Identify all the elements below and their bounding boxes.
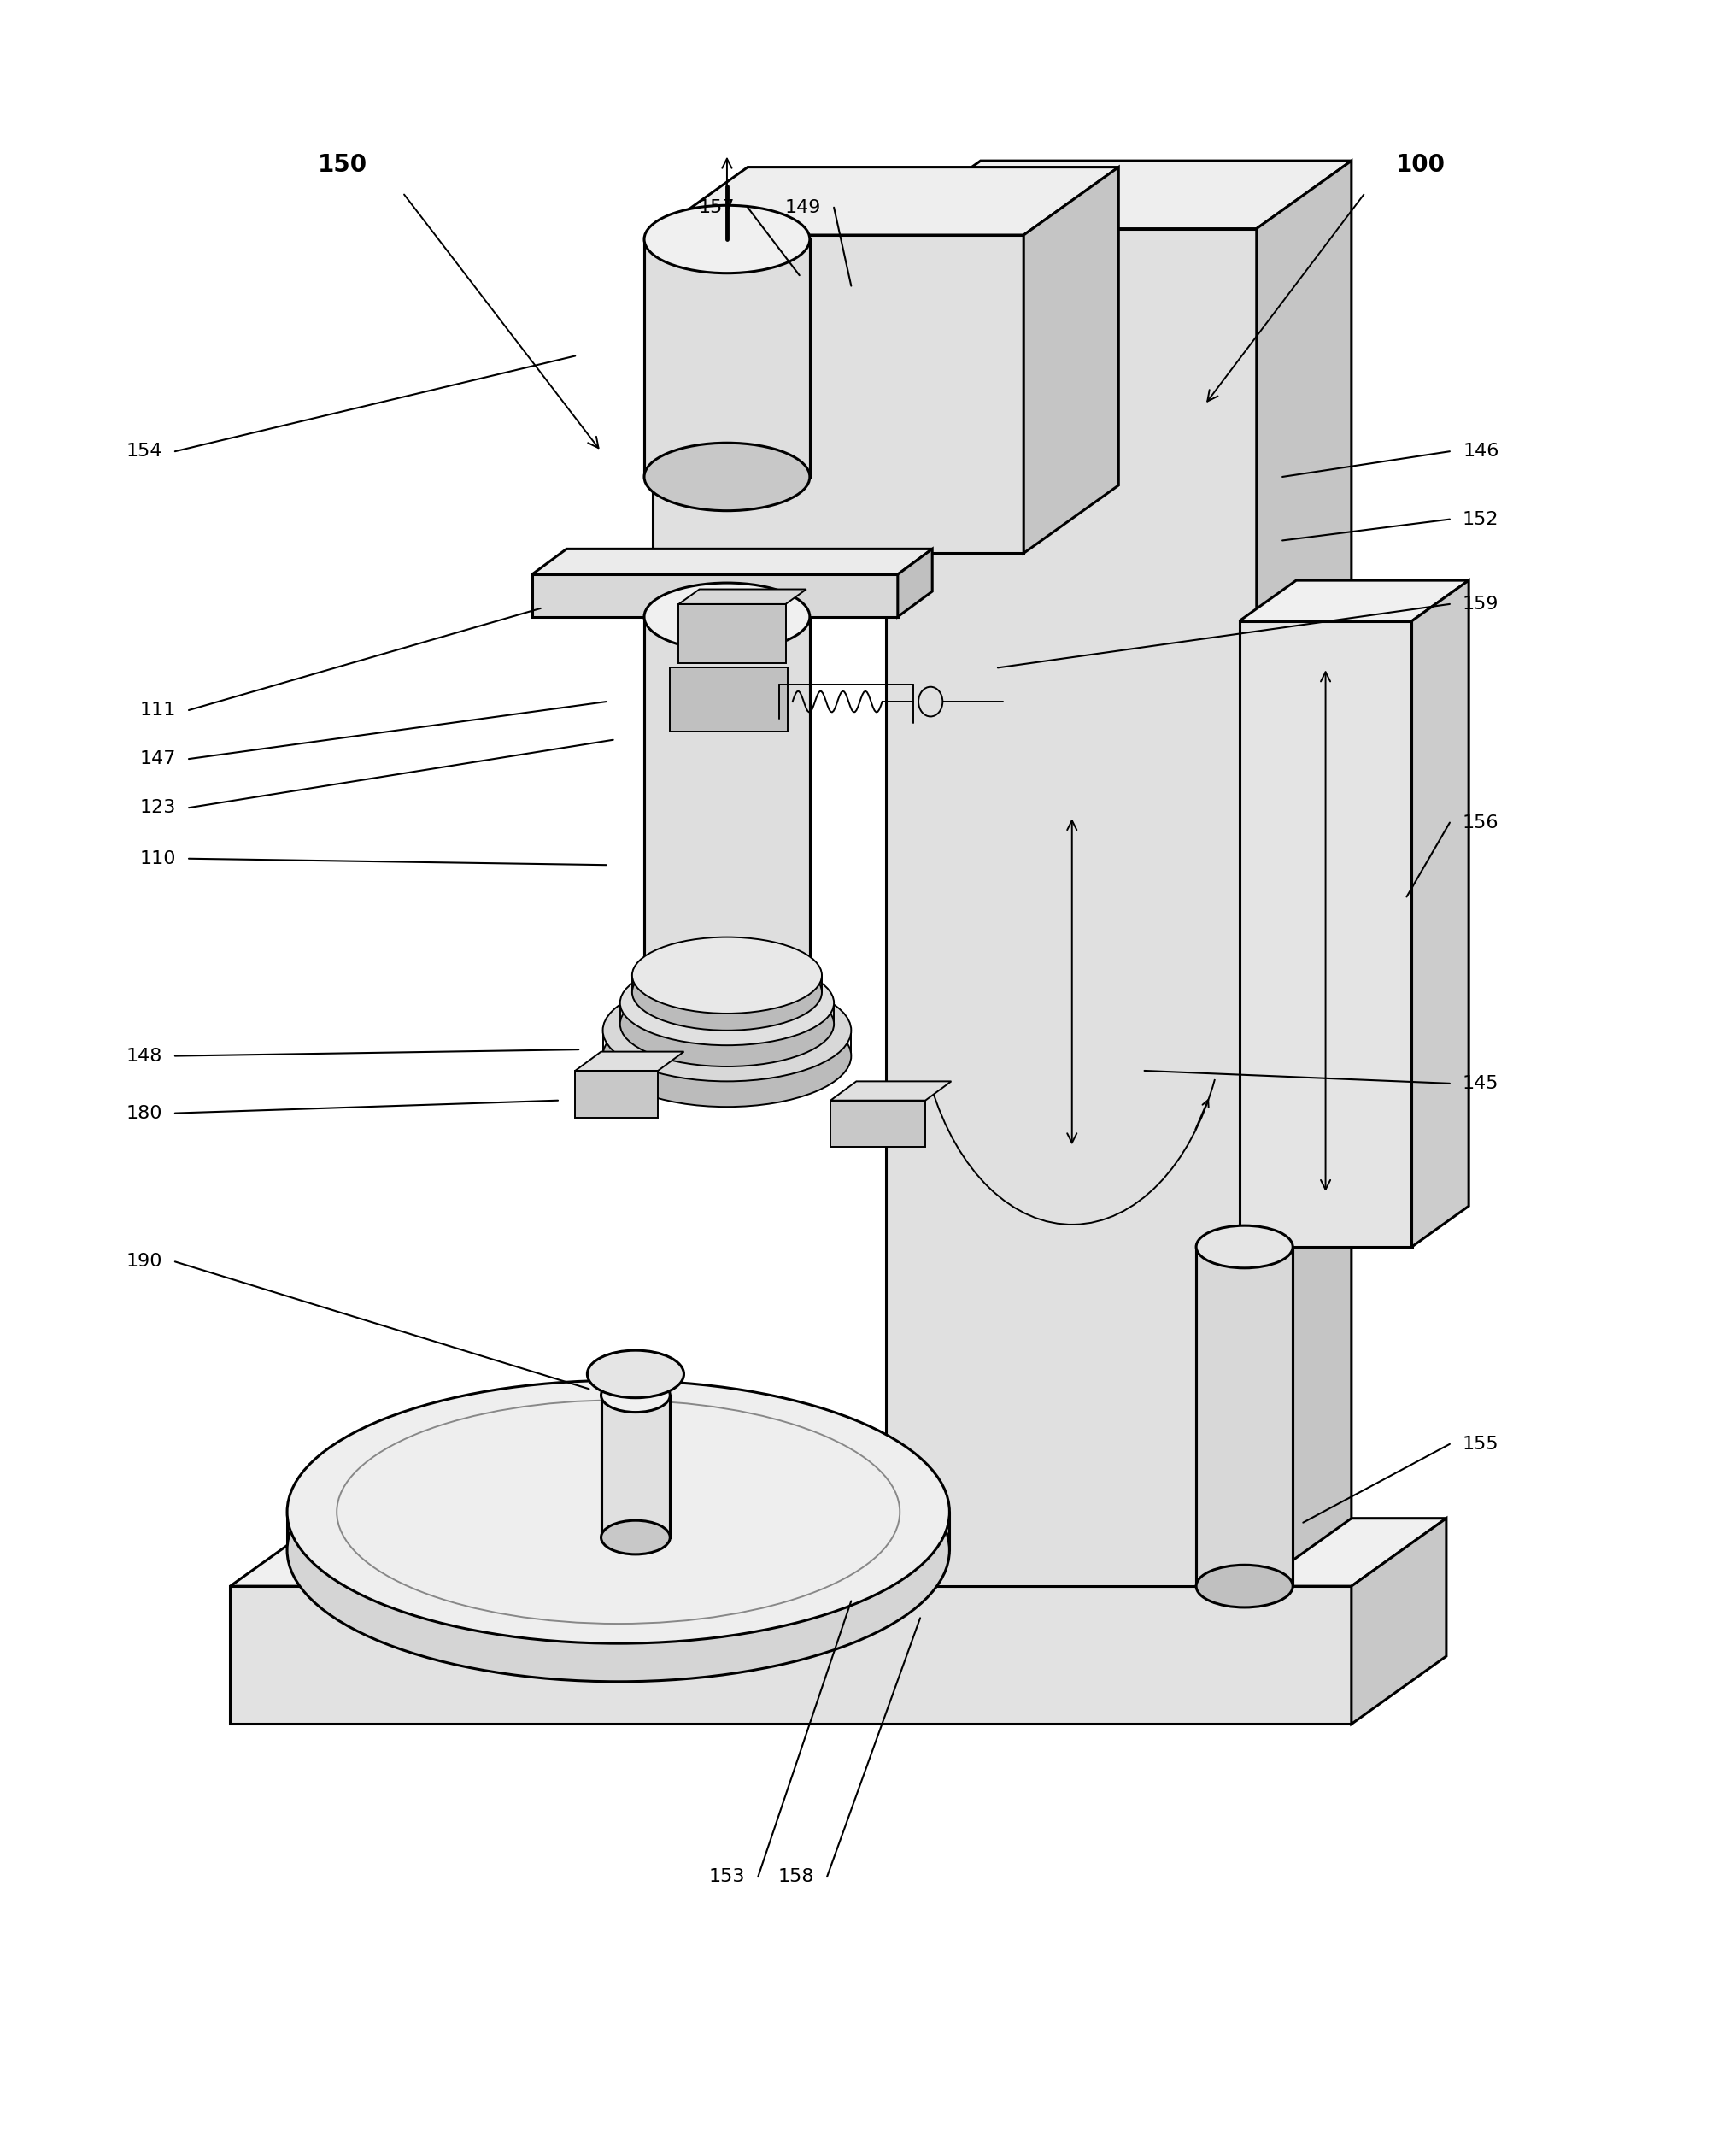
Polygon shape bbox=[1240, 621, 1411, 1248]
Ellipse shape bbox=[644, 1022, 809, 1090]
Ellipse shape bbox=[620, 960, 833, 1045]
Polygon shape bbox=[601, 1395, 670, 1538]
Polygon shape bbox=[1196, 1248, 1292, 1587]
Polygon shape bbox=[830, 1081, 951, 1101]
Polygon shape bbox=[898, 548, 932, 616]
Text: 150: 150 bbox=[318, 154, 366, 177]
Ellipse shape bbox=[1196, 1226, 1292, 1267]
Ellipse shape bbox=[286, 1418, 950, 1681]
Text: 153: 153 bbox=[708, 1869, 745, 1886]
Ellipse shape bbox=[286, 1380, 950, 1642]
Polygon shape bbox=[531, 574, 898, 616]
Text: 100: 100 bbox=[1396, 154, 1444, 177]
Ellipse shape bbox=[601, 1521, 670, 1555]
Polygon shape bbox=[670, 668, 786, 732]
Text: 147: 147 bbox=[139, 751, 175, 768]
Text: 148: 148 bbox=[125, 1047, 161, 1064]
Text: 149: 149 bbox=[785, 198, 821, 215]
Polygon shape bbox=[830, 1101, 925, 1148]
Ellipse shape bbox=[644, 444, 809, 510]
Polygon shape bbox=[885, 228, 1255, 1587]
Ellipse shape bbox=[1196, 1566, 1292, 1608]
Polygon shape bbox=[1255, 160, 1351, 1587]
Text: 123: 123 bbox=[139, 800, 175, 817]
Ellipse shape bbox=[632, 953, 821, 1030]
Polygon shape bbox=[644, 616, 809, 1056]
Ellipse shape bbox=[620, 981, 833, 1066]
Text: 158: 158 bbox=[778, 1869, 814, 1886]
Text: 145: 145 bbox=[1462, 1075, 1498, 1092]
Text: 154: 154 bbox=[125, 444, 161, 461]
Polygon shape bbox=[679, 604, 785, 663]
Ellipse shape bbox=[587, 1350, 684, 1397]
Polygon shape bbox=[575, 1071, 658, 1118]
Text: 159: 159 bbox=[1462, 595, 1498, 612]
Ellipse shape bbox=[602, 1005, 851, 1107]
Ellipse shape bbox=[601, 1378, 670, 1412]
Text: 155: 155 bbox=[1462, 1436, 1498, 1453]
Text: 157: 157 bbox=[698, 198, 734, 215]
Circle shape bbox=[918, 687, 943, 717]
Text: 156: 156 bbox=[1462, 815, 1498, 832]
Text: 190: 190 bbox=[125, 1252, 161, 1269]
Ellipse shape bbox=[644, 582, 809, 651]
Polygon shape bbox=[231, 1519, 1446, 1587]
Text: 180: 180 bbox=[125, 1105, 161, 1122]
Polygon shape bbox=[1023, 166, 1118, 552]
Polygon shape bbox=[575, 1052, 684, 1071]
Polygon shape bbox=[531, 548, 932, 574]
Text: 152: 152 bbox=[1462, 510, 1498, 527]
Ellipse shape bbox=[644, 205, 809, 273]
Polygon shape bbox=[644, 239, 809, 478]
Polygon shape bbox=[653, 166, 1118, 235]
Polygon shape bbox=[885, 160, 1351, 228]
Text: 110: 110 bbox=[139, 851, 175, 868]
Polygon shape bbox=[1240, 580, 1469, 621]
Polygon shape bbox=[1351, 1519, 1446, 1723]
Polygon shape bbox=[1411, 580, 1469, 1248]
Text: 111: 111 bbox=[139, 702, 175, 719]
Polygon shape bbox=[679, 589, 806, 604]
Polygon shape bbox=[653, 235, 1023, 552]
Ellipse shape bbox=[602, 979, 851, 1081]
Text: 146: 146 bbox=[1462, 444, 1498, 461]
Ellipse shape bbox=[632, 936, 821, 1013]
Polygon shape bbox=[231, 1587, 1351, 1723]
